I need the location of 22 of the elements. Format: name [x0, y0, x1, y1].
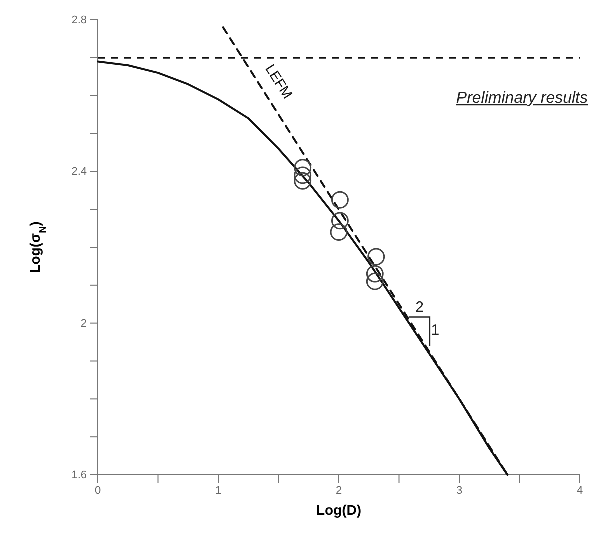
annotation: Preliminary results [456, 90, 588, 107]
y-tick-label: 2 [80, 318, 87, 330]
point [294, 172, 312, 190]
point [366, 265, 384, 283]
x-tick-label: 4 [576, 484, 584, 497]
annotation: 1 [431, 322, 440, 339]
y-tick-label: 1.6 [72, 470, 87, 482]
x-tick-label: 2 [336, 484, 342, 497]
x-tick-label: 1 [215, 484, 222, 497]
point [331, 212, 349, 230]
y-tick-label: 2.4 [72, 166, 87, 178]
x-tick-label: 0 [94, 484, 102, 497]
point [331, 191, 349, 209]
point [294, 166, 312, 184]
point [368, 248, 386, 266]
x-axis-title: Log(D) [316, 502, 362, 518]
annotation: 2 [416, 299, 424, 316]
point [294, 159, 312, 177]
y-tick-label: 2.8 [72, 14, 87, 27]
point [330, 224, 348, 242]
point [366, 272, 384, 290]
x-tick-label: 3 [456, 484, 463, 497]
